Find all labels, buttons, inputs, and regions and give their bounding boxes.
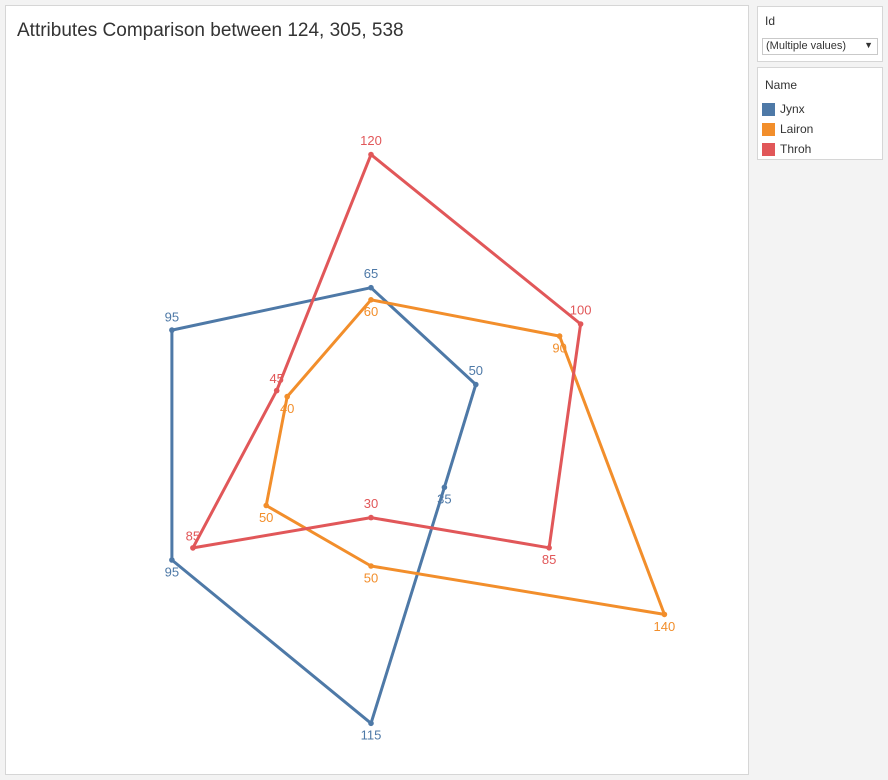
data-point-throh-0[interactable] (368, 151, 374, 158)
series-line-lairon[interactable] (264, 298, 666, 616)
data-label-jynx-5: 95 (165, 310, 179, 325)
data-label-jynx-0: 65 (364, 266, 378, 281)
id-filter-dropdown[interactable]: (Multiple values) ▼ (762, 38, 878, 55)
chart-title: Attributes Comparison between 124, 305, … (17, 20, 404, 41)
data-point-lairon-5[interactable] (284, 393, 291, 400)
data-point-throh-3[interactable] (368, 514, 374, 521)
legend-title: Name (765, 78, 798, 92)
legend-label-throh: Throh (780, 142, 812, 156)
chart-pane: Attributes Comparison between 124, 305, … (5, 5, 749, 775)
data-point-lairon-3[interactable] (368, 563, 374, 569)
data-point-jynx-2[interactable] (441, 484, 448, 491)
filter-label: Id (765, 14, 776, 28)
data-label-throh-4: 85 (186, 528, 200, 543)
data-label-jynx-1: 50 (469, 363, 483, 378)
legend-swatch-throh (762, 143, 775, 156)
data-point-jynx-4[interactable] (169, 557, 175, 563)
data-point-jynx-3[interactable] (368, 720, 374, 727)
data-label-throh-2: 85 (542, 552, 556, 567)
data-label-jynx-4: 95 (165, 564, 179, 579)
dropdown-arrow-icon: ▼ (864, 40, 873, 50)
data-label-throh-5: 45 (269, 371, 283, 386)
data-point-jynx-1[interactable] (473, 381, 479, 388)
data-point-throh-5[interactable] (273, 387, 280, 394)
data-label-lairon-4: 50 (259, 510, 273, 525)
data-label-throh-0: 120 (360, 133, 382, 148)
radar-chart: 65 50 35 115 95 95 60 90 140 50 50 40 120 100 85 30 85 45 (165, 133, 676, 743)
data-label-lairon-3: 50 (364, 570, 378, 585)
data-point-throh-4[interactable] (190, 545, 196, 551)
dropdown-value: (Multiple values) (766, 40, 847, 52)
data-point-throh-1[interactable] (577, 321, 584, 327)
id-filter-card: Id (Multiple values) ▼ (757, 6, 883, 62)
data-label-jynx-2: 35 (437, 492, 451, 507)
name-legend: Name Jynx Lairon Throh (757, 67, 883, 160)
data-label-lairon-2: 140 (654, 619, 676, 634)
data-point-jynx-5[interactable] (169, 327, 175, 333)
data-label-lairon-5: 40 (280, 401, 294, 416)
data-point-lairon-2[interactable] (661, 611, 668, 618)
data-label-throh-3: 30 (364, 496, 378, 511)
data-point-throh-2[interactable] (546, 545, 552, 551)
data-point-jynx-0[interactable] (368, 284, 374, 291)
series-line-throh[interactable] (191, 153, 583, 550)
data-point-lairon-0[interactable] (368, 297, 374, 303)
data-point-lairon-1[interactable] (556, 333, 563, 339)
legend-label-jynx: Jynx (780, 102, 805, 116)
data-label-throh-1: 100 (570, 302, 592, 317)
data-label-lairon-0: 60 (364, 304, 378, 319)
legend-swatch-jynx (762, 103, 775, 116)
data-point-lairon-4[interactable] (263, 502, 270, 509)
legend-swatch-lairon (762, 123, 775, 136)
data-label-lairon-1: 90 (552, 341, 566, 356)
data-label-jynx-3: 115 (361, 728, 382, 743)
legend-label-lairon: Lairon (780, 122, 814, 136)
